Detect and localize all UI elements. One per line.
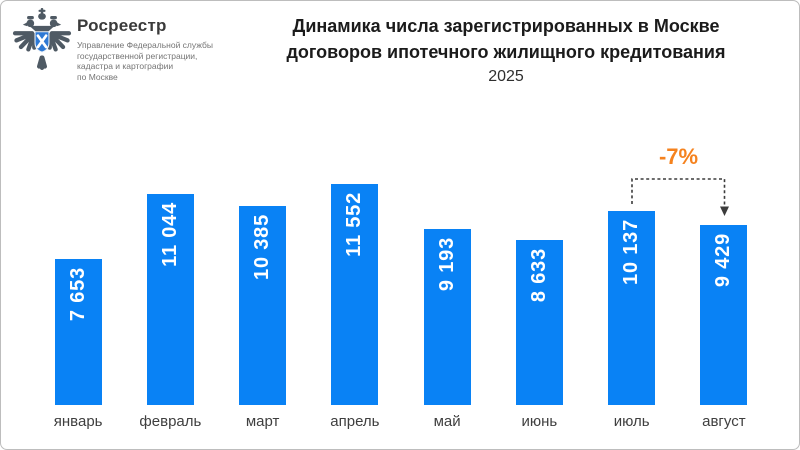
bar: 8 633 xyxy=(515,240,563,405)
annotation-percent-label: -7% xyxy=(658,144,699,169)
bar: 10 385 xyxy=(239,206,287,405)
bar-chart: -7% 7 653 январь 11 044 февраль 10 385 март 11… xyxy=(1,141,799,431)
bar: 10 137 xyxy=(608,211,656,405)
chart-title-line2: договоров ипотечного жилищного кредитова… xyxy=(286,42,726,62)
bar-value-label: 9 429 xyxy=(712,233,735,288)
bar-value-label: 8 633 xyxy=(527,248,550,303)
x-axis-label: январь xyxy=(53,413,103,430)
bar-column: 11 044 февраль xyxy=(124,141,216,431)
bar-column: 7 653 январь xyxy=(32,141,124,431)
x-axis-label: август xyxy=(702,413,746,430)
bar-value-label: 11 044 xyxy=(158,202,181,267)
annotation-dashed-arrow xyxy=(631,178,729,216)
bar-column: 9 429 август xyxy=(678,141,770,431)
brand-department-line: государственной регистрации, xyxy=(77,50,198,61)
bar-value-label: 10 137 xyxy=(620,219,643,285)
bar-column: 10 385 март xyxy=(217,141,309,431)
bar-value-label: 11 552 xyxy=(343,192,366,257)
bar-column: 10 137 июль xyxy=(586,141,678,431)
bar-column: 8 633 июнь xyxy=(493,141,585,431)
brand-department-line: по Москве xyxy=(77,71,118,82)
brand-department-line: Управление Федеральной службы xyxy=(77,40,213,50)
chart-title-block: Динамика числа зарегистрированных в Моск… xyxy=(241,13,771,86)
bar-value-label: 7 653 xyxy=(66,267,89,322)
bar: 9 429 xyxy=(700,225,748,405)
brand-name: Росреестр xyxy=(77,16,167,35)
x-axis-label: июль xyxy=(613,413,650,430)
brand-block: Росреестр Управление Федеральной службы … xyxy=(77,16,267,82)
bar-column: 9 193 май xyxy=(401,141,493,431)
bar-value-label: 9 193 xyxy=(435,237,458,292)
bar: 7 653 xyxy=(54,259,102,405)
x-axis-label: февраль xyxy=(139,413,202,430)
chart-title-line1: Динамика числа зарегистрированных в Моск… xyxy=(292,16,720,36)
x-axis-label: апрель xyxy=(330,413,380,430)
bar: 11 552 xyxy=(331,184,379,405)
bar: 11 044 xyxy=(146,194,194,405)
bar: 9 193 xyxy=(423,229,471,405)
bar-value-label: 10 385 xyxy=(251,214,274,280)
rosreestr-eagle-logo xyxy=(12,8,72,71)
chart-subtitle-year: 2025 xyxy=(488,68,524,85)
x-axis-label: март xyxy=(245,413,280,430)
x-axis-label: май xyxy=(433,413,461,430)
brand-department: Управление Федеральной службы государств… xyxy=(77,40,267,82)
brand-department-line: кадастра и картографии xyxy=(77,61,174,71)
bar-column: 11 552 апрель xyxy=(309,141,401,431)
x-axis-label: июнь xyxy=(521,413,558,430)
